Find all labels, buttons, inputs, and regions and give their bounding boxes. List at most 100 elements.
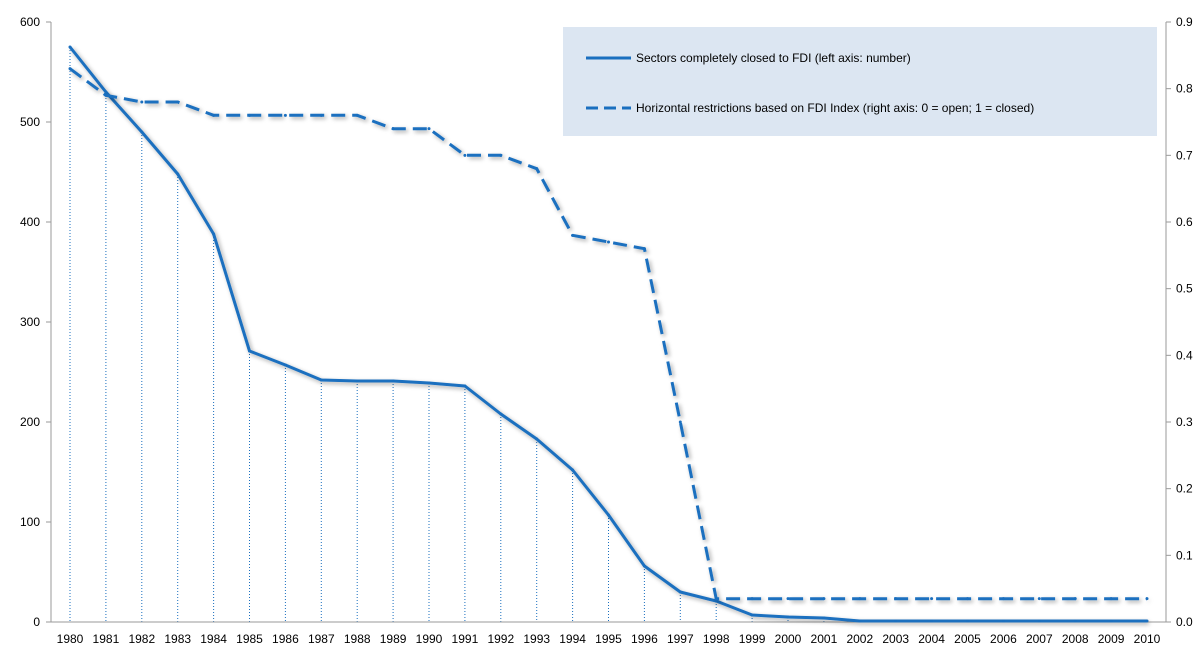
closed-sectors-point [499,412,503,416]
x-axis-tick-label: 2004 [918,632,945,646]
legend-label-closed-sectors: Sectors completely closed to FDI (left a… [636,51,911,65]
fdi-index-point [319,113,323,117]
closed-sectors-point [714,599,718,603]
closed-sectors-point [176,172,180,176]
closed-sectors-point [607,513,610,517]
closed-sectors-point [68,45,72,49]
fdi-index-point [463,153,467,157]
x-axis-tick-label: 1998 [703,632,730,646]
fdi-index-point [1073,597,1077,601]
closed-sectors-point [535,437,539,441]
left-axis-tick-label: 500 [20,115,40,129]
fdi-index-point [571,233,575,237]
left-axis-tick-label: 400 [20,215,40,229]
x-axis-tick-label: 1985 [236,632,263,646]
right-axis-tick-label: 0.0 [1176,615,1193,629]
x-axis-tick-label: 1996 [631,632,658,646]
left-axis-tick-label: 0 [33,615,40,629]
x-axis-tick-label: 2007 [1026,632,1053,646]
fdi-index-point [140,100,144,104]
fdi-index-point [714,597,718,601]
x-axis-tick-label: 1992 [487,632,514,646]
x-axis-tick-label: 2000 [775,632,802,646]
fdi-index-point [535,167,539,171]
legend-label-fdi-index: Horizontal restrictions based on FDI Ind… [636,101,1034,115]
closed-sectors-point [1145,619,1149,623]
x-axis-tick-label: 1997 [667,632,694,646]
closed-sectors-point [248,349,251,353]
right-axis-tick-label: 0.3 [1176,415,1193,429]
fdi-index-point [750,597,754,601]
closed-sectors-point [391,379,395,383]
x-axis-tick-label: 2009 [1098,632,1125,646]
legend: Sectors completely closed to FDI (left a… [563,27,1157,136]
fdi-index-point [642,247,646,251]
left-axis-tick-label: 600 [20,15,40,29]
closed-sectors-point [822,616,826,620]
x-axis-tick-label: 1995 [595,632,622,646]
fdi-index-point [786,597,790,601]
fdi-index-point [212,113,216,117]
x-axis-tick-label: 1994 [559,632,586,646]
x-axis-tick-label: 1986 [272,632,299,646]
fdi-index-point [678,420,682,424]
fdi-index-point [176,100,180,104]
right-axis-tick-label: 0.2 [1176,482,1193,496]
x-axis-tick-label: 1982 [128,632,155,646]
closed-sectors-point [463,384,467,388]
fdi-index-point [391,127,395,131]
x-axis-tick-label: 1990 [416,632,443,646]
fdi-index-series-line [69,67,1147,601]
x-axis-tick-label: 1989 [380,632,407,646]
closed-sectors-point [786,615,790,619]
closed-sectors-point [1037,619,1041,623]
fdi-index-point [858,597,862,601]
x-axis-tick-label: 1999 [739,632,766,646]
left-axis-tick-label: 200 [20,415,40,429]
left-axis-tick-label: 100 [20,515,40,529]
x-axis-tick-label: 1991 [452,632,479,646]
closed-sectors-point [212,232,216,236]
drop-lines [69,47,1148,622]
x-axis-tick-label: 1980 [57,632,84,646]
left-axis-tick-label: 300 [20,315,40,329]
closed-sectors-point [858,619,862,623]
x-axis-tick-label: 1983 [164,632,191,646]
closed-sectors-point [140,130,144,134]
closed-sectors-point [930,619,934,623]
x-axis-tick-label: 2002 [846,632,873,646]
closed-sectors-point [966,619,969,623]
closed-sectors-point [678,590,682,594]
closed-sectors-point [427,381,431,385]
fdi-index-point [966,597,969,601]
closed-sectors-point [894,619,898,623]
fdi-index-point [1109,597,1113,601]
closed-sectors-point [1109,619,1113,623]
fdi-index-point [1037,597,1041,601]
closed-sectors-point [1001,619,1005,623]
series [68,45,1149,623]
fdi-index-point [248,113,251,117]
fdi-index-point [894,597,898,601]
closed-sectors-point [642,564,646,568]
closed-sectors-point [319,378,323,382]
x-axis-tick-label: 1981 [93,632,120,646]
x-axis-tick-label: 1993 [523,632,550,646]
x-axis-tick-label: 2008 [1062,632,1089,646]
legend-box [563,27,1157,136]
fdi-index-point [499,153,503,157]
right-axis-tick-label: 0.1 [1176,548,1193,562]
right-axis-tick-label: 0.9 [1176,15,1193,29]
fdi-index-point [427,127,431,131]
fdi-index-point [822,597,826,601]
fdi-index-point [930,597,934,601]
right-axis-tick-label: 0.4 [1176,348,1193,362]
closed-sectors-point [750,613,754,617]
x-axis-tick-label: 2006 [990,632,1017,646]
x-axis-tick-label: 1984 [200,632,227,646]
right-axis-tick-label: 0.8 [1176,82,1193,96]
fdi-index-point [283,113,287,117]
fdi-index-point [104,93,108,97]
